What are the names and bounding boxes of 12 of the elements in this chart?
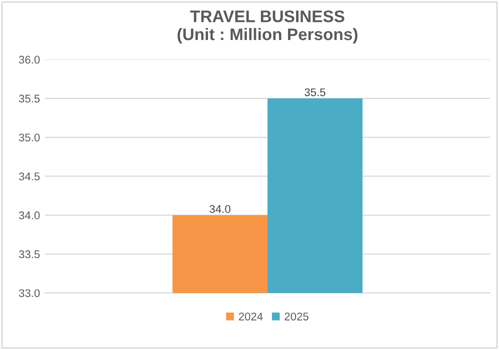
y-tick-label: 35.5 bbox=[18, 94, 40, 103]
data-label: 35.5 bbox=[304, 88, 326, 96]
y-tick-label: 33.5 bbox=[18, 250, 40, 258]
data-label: 34.0 bbox=[210, 205, 230, 213]
legend-label: 2024 bbox=[238, 312, 263, 320]
y-tick-label: 35.0 bbox=[18, 134, 40, 142]
legend-label: 2025 bbox=[284, 312, 308, 320]
chart-title: TRAVEL BUSINESS (Unit : Million Persons) bbox=[178, 10, 358, 44]
y-tick-label: 36.0 bbox=[18, 56, 40, 64]
y-tick-label: 34.0 bbox=[18, 211, 40, 220]
y-tick-label: 34.5 bbox=[18, 172, 40, 180]
y-tick-label: 33.0 bbox=[18, 289, 40, 298]
